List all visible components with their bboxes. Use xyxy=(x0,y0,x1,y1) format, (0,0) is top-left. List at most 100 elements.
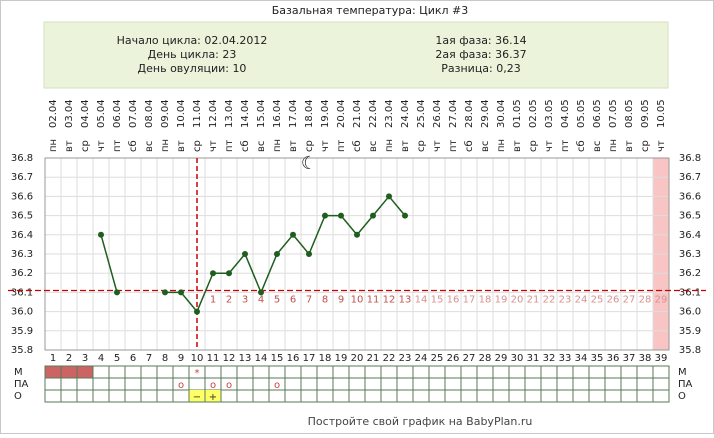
x-tick-label: 7 xyxy=(146,353,152,364)
y-tick-label-right: 36.0 xyxy=(679,307,701,318)
x-tick-label: 27 xyxy=(463,353,476,364)
phase-label: 13 xyxy=(399,294,412,305)
row-label-right: ПА xyxy=(678,379,693,390)
x-tick-label: 12 xyxy=(223,353,236,364)
weekday-label: пн xyxy=(608,139,619,152)
y-tick-label: 36.1 xyxy=(11,287,33,298)
date-label: 02.04 xyxy=(48,99,59,128)
weekday-label: чт xyxy=(96,140,107,152)
y-tick-label: 36.8 xyxy=(11,153,33,164)
x-tick-label: 16 xyxy=(287,353,300,364)
y-tick-label: 36.6 xyxy=(11,191,33,202)
row-fill xyxy=(77,366,93,378)
date-label: 28.04 xyxy=(464,99,475,128)
phase-label: 21 xyxy=(527,294,540,305)
temperature-point xyxy=(162,289,168,296)
weekday-label: ср xyxy=(640,140,651,152)
y-tick-label-right: 36.4 xyxy=(679,230,701,241)
date-label: 30.04 xyxy=(496,99,507,128)
x-tick-label: 34 xyxy=(575,353,588,364)
weekday-label: сб xyxy=(128,140,139,152)
phase-label: 7 xyxy=(306,294,312,305)
x-tick-label: 19 xyxy=(335,353,348,364)
temperature-point xyxy=(290,231,296,238)
y-tick-label: 35.9 xyxy=(11,326,33,337)
info-box xyxy=(43,21,669,89)
temperature-point xyxy=(178,289,184,296)
weekday-label: чт xyxy=(432,140,443,152)
x-tick-label: 13 xyxy=(239,353,252,364)
temperature-point xyxy=(370,212,376,219)
temperature-point xyxy=(226,270,232,277)
phase-label: 6 xyxy=(290,294,296,305)
date-label: 27.04 xyxy=(448,99,459,128)
date-label: 18.04 xyxy=(304,99,315,128)
weekday-label: вт xyxy=(64,140,75,152)
weekday-label: вс xyxy=(368,141,379,152)
date-label: 21.04 xyxy=(352,99,363,128)
phase-label: 14 xyxy=(415,294,428,305)
date-label: 09.04 xyxy=(160,99,171,128)
date-label: 04.05 xyxy=(560,99,571,128)
y-tick-label: 36.4 xyxy=(11,230,33,241)
date-label: 26.04 xyxy=(432,99,443,128)
date-label: 06.04 xyxy=(112,99,123,128)
date-label: 03.05 xyxy=(544,99,555,128)
x-tick-label: 30 xyxy=(511,353,524,364)
weekday-label: чт xyxy=(208,140,219,152)
x-tick-label: 35 xyxy=(591,353,604,364)
date-label: 20.04 xyxy=(336,99,347,128)
y-tick-label-right: 35.8 xyxy=(679,345,701,356)
weekday-label: сб xyxy=(240,140,251,152)
plot-border xyxy=(44,157,670,351)
x-tick-label: 36 xyxy=(607,353,620,364)
weekday-label: ср xyxy=(528,140,539,152)
temperature-point xyxy=(386,193,392,200)
weekday-label: пн xyxy=(160,139,171,152)
x-tick-label: 39 xyxy=(655,353,668,364)
date-label: 05.04 xyxy=(96,99,107,128)
y-tick-label-right: 36.6 xyxy=(679,191,701,202)
weekday-label: вс xyxy=(592,141,603,152)
x-tick-label: 29 xyxy=(495,353,508,364)
temperature-point xyxy=(114,289,120,296)
x-tick-label: 22 xyxy=(383,353,396,364)
row-fill xyxy=(205,390,221,402)
phase-label: 24 xyxy=(575,294,588,305)
temperature-point xyxy=(322,212,328,219)
x-tick-label: 5 xyxy=(114,353,120,364)
row-symbol: о xyxy=(178,380,184,391)
y-tick-label-right: 36.1 xyxy=(679,287,701,298)
weekday-label: вт xyxy=(400,140,411,152)
x-tick-label: 18 xyxy=(319,353,332,364)
temperature-point xyxy=(274,251,280,257)
x-tick-label: 32 xyxy=(543,353,556,364)
x-tick-label: 21 xyxy=(367,353,380,364)
footer: Постройте свой график на BabyPlan.ru xyxy=(308,415,533,428)
x-tick-label: 3 xyxy=(82,353,88,364)
y-tick-label-right: 36.8 xyxy=(679,153,701,164)
phase-label: 26 xyxy=(607,294,620,305)
phase-label: 8 xyxy=(322,294,328,305)
date-label: 06.05 xyxy=(592,99,603,128)
x-tick-label: 37 xyxy=(623,353,636,364)
phase-label: 18 xyxy=(479,294,492,305)
x-tick-label: 25 xyxy=(431,353,444,364)
phase-label: 1 xyxy=(210,294,216,305)
x-tick-label: 4 xyxy=(98,353,104,364)
temperature-point xyxy=(354,231,360,238)
temperature-point xyxy=(98,231,104,238)
phase-label: 17 xyxy=(463,294,476,305)
phase-label: 16 xyxy=(447,294,460,305)
weekday-label: пн xyxy=(272,139,283,152)
x-tick-label: 31 xyxy=(527,353,540,364)
weekday-label: ср xyxy=(304,140,315,152)
x-tick-label: 1 xyxy=(50,353,56,364)
y-tick-label: 36.0 xyxy=(11,307,33,318)
row-fill xyxy=(61,366,77,378)
info-text: 2ая фаза: 36.37 xyxy=(435,48,526,61)
weekday-label: пт xyxy=(224,139,235,152)
y-tick-label: 36.2 xyxy=(11,268,33,279)
x-tick-label: 8 xyxy=(162,353,168,364)
